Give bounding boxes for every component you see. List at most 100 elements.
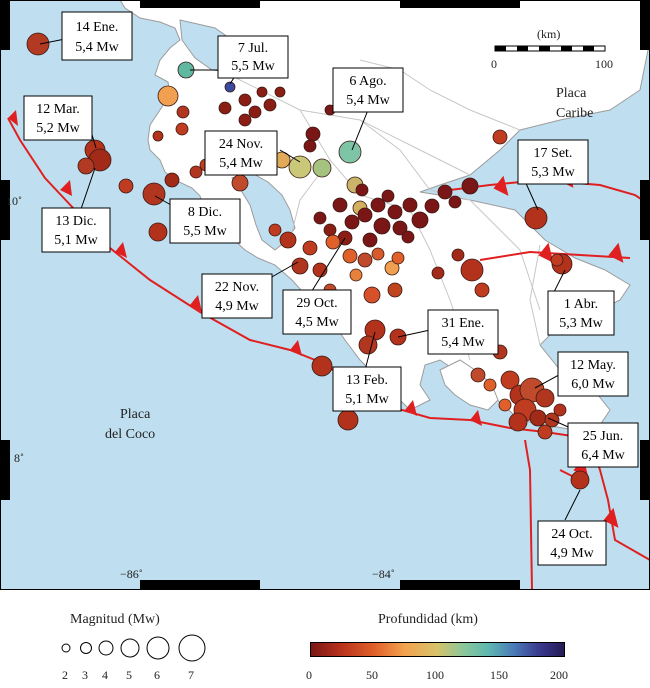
event-magnitude: 5,4 Mw (346, 93, 390, 108)
lon-label-86: −86˚ (120, 567, 143, 581)
event-date: 31 Ene. (442, 316, 485, 331)
quake-marker (553, 403, 567, 417)
depth-tick-150: 150 (490, 668, 508, 682)
event-label-e10: 29 Oct. 4,5 Mw (282, 289, 352, 335)
event-label-e1: 14 Ene. 5,4 Mw (61, 11, 133, 61)
quake-marker (313, 211, 327, 225)
depth-tick-200: 200 (550, 668, 568, 682)
quake-marker (291, 257, 309, 275)
quake-marker (381, 189, 395, 203)
quake-marker (492, 129, 508, 145)
quake-marker (524, 206, 548, 230)
quake-marker (263, 98, 277, 112)
event-magnitude: 5,5 Mw (231, 59, 275, 74)
quake-marker (357, 207, 373, 223)
event-magnitude: 5,5 Mw (183, 224, 227, 239)
quake-marker (535, 388, 555, 408)
quake-marker (26, 32, 50, 56)
event-date: 1 Abr. (564, 297, 598, 312)
magnitude-circle-6 (146, 636, 170, 660)
quake-marker (238, 93, 252, 107)
quake-marker (118, 178, 134, 194)
quake-marker (248, 105, 262, 119)
magnitude-legend-title: Magnitud (Mw) (70, 612, 160, 627)
quake-marker (349, 268, 363, 282)
event-label-e14: 13 Feb. 5,1 Mw (332, 366, 402, 412)
event-magnitude: 5,4 Mw (219, 156, 263, 171)
event-magnitude: 6,0 Mw (571, 377, 615, 392)
cocos-plate-label-1: Placa (120, 407, 151, 422)
depth-tick-100: 100 (426, 668, 444, 682)
event-magnitude: 5,4 Mw (441, 335, 485, 350)
legend: Magnitud (Mw) 2 3 4 5 6 7 Profundidad (k… (0, 590, 650, 688)
quake-marker (142, 182, 166, 206)
event-date: 22 Nov. (215, 280, 259, 295)
event-date: 8 Dic. (188, 205, 222, 220)
quake-marker (424, 198, 440, 214)
quake-marker (500, 370, 520, 390)
event-magnitude: 4,5 Mw (295, 315, 339, 330)
quake-marker (164, 172, 180, 188)
quake-marker (355, 183, 369, 197)
event-magnitude: 5,4 Mw (75, 40, 119, 55)
event-magnitude: 6,4 Mw (581, 448, 625, 463)
quake-marker (288, 155, 312, 179)
quake-marker (337, 409, 359, 431)
quake-marker (311, 355, 333, 377)
event-date: 13 Dic. (55, 214, 96, 229)
magnitude-value-4: 4 (102, 668, 108, 682)
magnitude-circle-5 (120, 638, 140, 658)
magnitude-value-3: 3 (82, 668, 88, 682)
quake-marker (189, 165, 203, 179)
quake-marker (461, 177, 479, 195)
quake-marker (384, 260, 400, 276)
event-label-e9: 22 Nov. 4,9 Mw (201, 273, 273, 319)
quake-marker (460, 258, 484, 282)
magnitude-value-7: 7 (188, 668, 194, 682)
caribbean-plate-label-2: Caribe (556, 106, 593, 121)
event-magnitude: 5,1 Mw (54, 233, 98, 248)
event-date: 29 Oct. (296, 296, 337, 311)
map: 10˚ 8˚ −86˚ −84˚ (km) 0 100 Placa Caribe… (0, 0, 650, 591)
quake-marker (470, 367, 486, 383)
event-magnitude: 5,2 Mw (36, 121, 80, 136)
quake-marker (363, 286, 381, 304)
event-magnitude: 5,1 Mw (345, 392, 389, 407)
event-label-e12: 31 Ene. 5,4 Mw (427, 309, 499, 355)
quake-marker (431, 266, 445, 280)
quake-marker (77, 157, 95, 175)
magnitude-circle-3 (80, 642, 92, 654)
quake-marker (323, 223, 337, 237)
quake-marker (238, 113, 252, 127)
quake-marker (373, 217, 391, 235)
depth-tick-50: 50 (366, 668, 378, 682)
quake-marker (176, 105, 190, 119)
event-label-e11: 1 Abr. 5,3 Mw (547, 290, 615, 336)
quake-marker (508, 412, 528, 432)
quake-marker (358, 335, 378, 355)
quake-marker (448, 195, 462, 209)
quake-marker (498, 398, 512, 412)
quake-marker (437, 184, 453, 200)
quake-marker (371, 247, 385, 261)
quake-marker (451, 248, 465, 262)
event-label-e8: 8 Dic. 5,5 Mw (169, 198, 241, 244)
quake-marker (175, 122, 189, 136)
quake-marker (402, 197, 418, 213)
event-label-e3: 6 Ago. 5,4 Mw (332, 67, 404, 113)
quake-marker (274, 86, 286, 98)
scale-unit: (km) (537, 27, 560, 41)
quake-marker (401, 230, 415, 244)
quake-marker (325, 234, 341, 250)
event-date: 24 Oct. (551, 527, 592, 542)
depth-tick-0: 0 (306, 668, 312, 682)
quake-marker (218, 101, 232, 115)
quake-marker (529, 409, 547, 427)
quake-marker (312, 158, 332, 178)
quake-marker (312, 262, 328, 278)
magnitude-value-5: 5 (126, 668, 132, 682)
quake-marker (268, 223, 282, 237)
event-label-e4: 12 Mar. 5,2 Mw (23, 95, 93, 141)
quake-marker (157, 85, 179, 107)
quake-marker (537, 424, 553, 440)
